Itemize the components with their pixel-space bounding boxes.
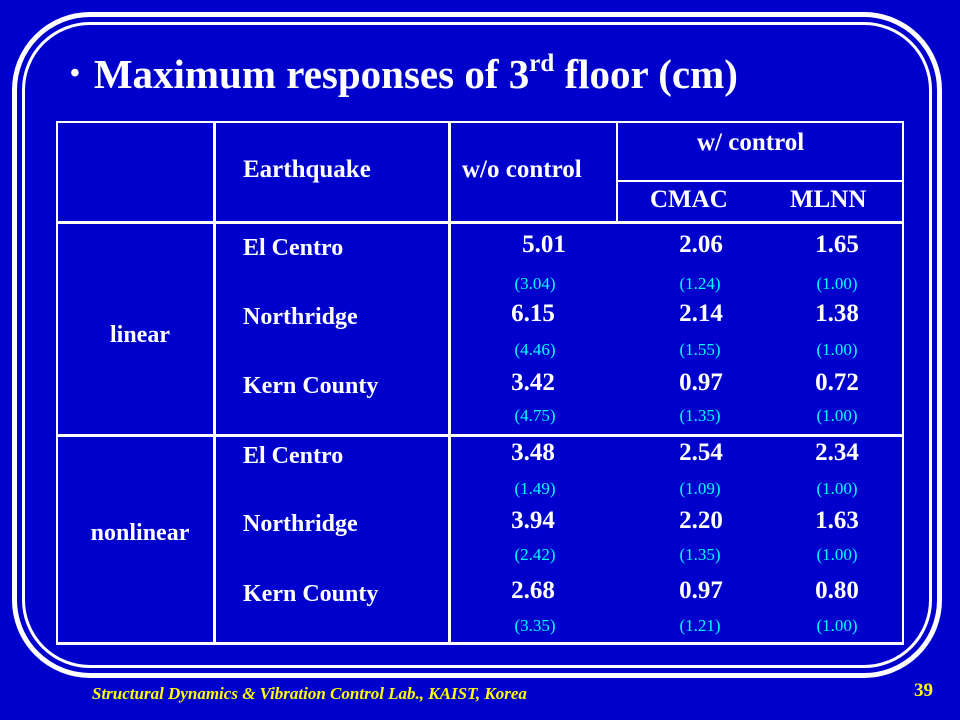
table-line-right [902, 121, 904, 645]
table-line-group-divider [56, 434, 904, 437]
ratio-mlnn: (1.00) [816, 406, 858, 425]
earthquake-name: Northridge [243, 304, 358, 330]
value-mlnn: 2.34 [815, 439, 859, 466]
value-mlnn: 0.80 [815, 577, 859, 604]
value-cmac: 0.97 [679, 369, 723, 396]
table-line-left [56, 121, 58, 645]
ratio-without-control: (1.49) [514, 479, 556, 498]
page-number: 39 [914, 680, 933, 701]
table-line-top [56, 121, 904, 123]
value-cmac: 0.97 [679, 577, 723, 604]
value-mlnn: 1.63 [815, 507, 859, 534]
table-line-col2 [448, 121, 451, 645]
table-line-bottom [56, 642, 904, 645]
value-cmac: 2.54 [679, 439, 723, 466]
header-mlnn: MLNN [790, 186, 867, 213]
earthquake-name: El Centro [243, 443, 344, 469]
ratio-without-control: (4.46) [514, 340, 556, 359]
ratio-without-control: (2.42) [514, 545, 556, 564]
value-without-control: 6.15 [511, 300, 555, 327]
value-mlnn: 1.38 [815, 300, 859, 327]
ratio-without-control: (4.75) [514, 406, 556, 425]
ratio-cmac: (1.35) [679, 406, 721, 425]
value-cmac: 2.20 [679, 507, 723, 534]
ratio-mlnn: (1.00) [816, 340, 858, 359]
table-line-col3 [616, 121, 618, 224]
value-without-control: 3.94 [511, 507, 555, 534]
footer-lab-name: Structural Dynamics & Vibration Control … [92, 684, 527, 703]
table-line-subheader [616, 180, 904, 182]
slide-title: • Maximum responses of 3rd floor (cm) [70, 44, 738, 104]
slide-frame-outer [12, 12, 942, 678]
header-earthquake: Earthquake [243, 156, 371, 183]
value-mlnn: 1.65 [815, 231, 859, 258]
ratio-mlnn: (1.00) [816, 616, 858, 635]
value-cmac: 2.14 [679, 300, 723, 327]
value-without-control: 2.68 [511, 577, 555, 604]
ratio-cmac: (1.35) [679, 545, 721, 564]
value-without-control: 5.01 [522, 231, 566, 258]
title-superscript: rd [529, 50, 555, 77]
ratio-cmac: (1.09) [679, 479, 721, 498]
earthquake-name: El Centro [243, 235, 344, 261]
earthquake-name: Northridge [243, 511, 358, 537]
ratio-mlnn: (1.00) [816, 545, 858, 564]
header-cmac: CMAC [650, 186, 728, 213]
value-mlnn: 0.72 [815, 369, 859, 396]
table-line-col1 [213, 121, 216, 645]
slide-frame-inner [22, 22, 932, 668]
ratio-cmac: (1.55) [679, 340, 721, 359]
ratio-mlnn: (1.00) [816, 274, 858, 293]
value-cmac: 2.06 [679, 231, 723, 258]
earthquake-name: Kern County [243, 581, 379, 607]
group-label-linear: linear [110, 322, 170, 348]
ratio-cmac: (1.24) [679, 274, 721, 293]
ratio-cmac: (1.21) [679, 616, 721, 635]
header-without-control: w/o control [462, 156, 582, 183]
title-bullet: • [70, 58, 80, 89]
value-without-control: 3.48 [511, 439, 555, 466]
table-line-header-bottom [56, 221, 904, 224]
title-prefix: Maximum responses of 3 [93, 51, 530, 97]
group-label-nonlinear: nonlinear [90, 520, 190, 546]
header-with-control: w/ control [697, 129, 805, 156]
earthquake-name: Kern County [243, 373, 379, 399]
ratio-mlnn: (1.00) [816, 479, 858, 498]
ratio-without-control: (3.04) [514, 274, 556, 293]
value-without-control: 3.42 [511, 369, 555, 396]
title-suffix: floor (cm) [554, 51, 738, 97]
ratio-without-control: (3.35) [514, 616, 556, 635]
